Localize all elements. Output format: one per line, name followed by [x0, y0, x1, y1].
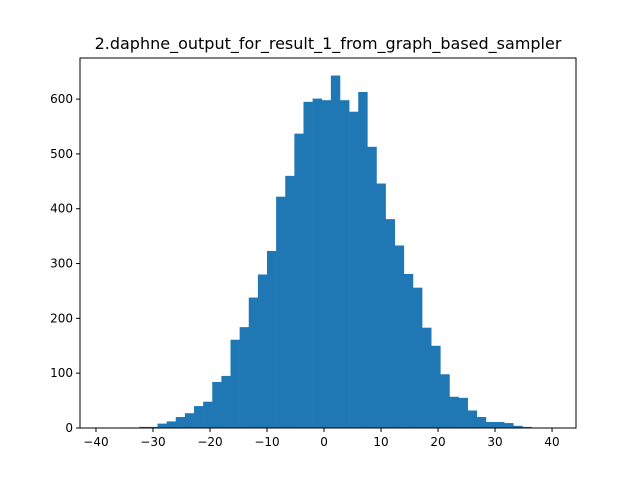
histogram-bar: [358, 91, 368, 429]
chart-title: 2.daphne_output_for_result_1_from_graph_…: [95, 34, 562, 54]
y-tick-label: 600: [50, 92, 73, 106]
histogram-bar: [266, 250, 277, 428]
histogram-bar: [522, 426, 532, 428]
y-tick-label: 0: [65, 421, 73, 435]
histogram-bar: [476, 417, 487, 428]
x-tick-label: −10: [254, 435, 279, 449]
histogram-bar: [294, 133, 304, 428]
y-tick-label: 500: [50, 147, 73, 161]
x-tick-label: −30: [140, 435, 165, 449]
histogram-bar: [303, 101, 313, 428]
histogram-bar: [285, 175, 295, 428]
histogram-bar: [166, 421, 177, 428]
histogram-bar: [495, 421, 505, 428]
histogram-bar: [367, 146, 377, 429]
histogram-bar: [221, 375, 231, 428]
x-tick-label: −20: [197, 435, 222, 449]
histogram-bar: [339, 100, 350, 429]
x-tick-label: −40: [83, 435, 108, 449]
y-tick-label: 100: [50, 366, 73, 380]
histogram-bar: [157, 423, 167, 428]
x-tick-label: 20: [430, 435, 445, 449]
histogram-bar: [321, 100, 332, 429]
histogram-bar: [184, 413, 195, 428]
histogram-bar: [376, 183, 386, 428]
histogram-bar: [148, 426, 158, 428]
histogram-bar: [276, 196, 286, 428]
histogram-bars: [121, 75, 532, 429]
y-axis-ticks: 0 100 200 300 400 500 600: [50, 92, 80, 435]
histogram-bar: [385, 219, 396, 428]
histogram-bar: [394, 245, 405, 428]
histogram-bar: [194, 406, 204, 428]
histogram-bar: [449, 396, 459, 428]
histogram-bar: [412, 287, 423, 428]
y-tick-label: 300: [50, 257, 73, 271]
y-tick-label: 400: [50, 202, 73, 216]
histogram-bar: [467, 410, 478, 428]
histogram-bar: [175, 417, 186, 428]
histogram-bar: [312, 98, 323, 429]
histogram-bar: [504, 423, 514, 428]
histogram-bar: [330, 75, 341, 428]
x-tick-label: 0: [320, 435, 328, 449]
histogram-bar: [458, 397, 468, 428]
histogram-bar: [212, 381, 222, 428]
x-tick-label: 40: [544, 435, 559, 449]
y-tick-label: 200: [50, 311, 73, 325]
histogram-bar: [431, 345, 441, 428]
histogram-bar: [440, 374, 450, 428]
plot-frame: [79, 57, 577, 429]
histogram-bar: [203, 401, 213, 428]
x-tick-label: 10: [373, 435, 388, 449]
histogram-bar: [230, 339, 240, 428]
x-axis-ticks: −40 −30 −20 −10 0 10 20 30 40: [83, 428, 560, 449]
x-tick-label: 30: [487, 435, 502, 449]
histogram-bar: [257, 274, 268, 428]
histogram-bar: [239, 327, 250, 428]
histogram-bar: [513, 425, 523, 428]
histogram-bar: [139, 426, 149, 428]
histogram-bar: [349, 111, 359, 429]
histogram-bar: [422, 327, 432, 428]
histogram-bar: [485, 421, 496, 428]
histogram-bar: [248, 297, 259, 428]
histogram-bar: [403, 273, 414, 428]
